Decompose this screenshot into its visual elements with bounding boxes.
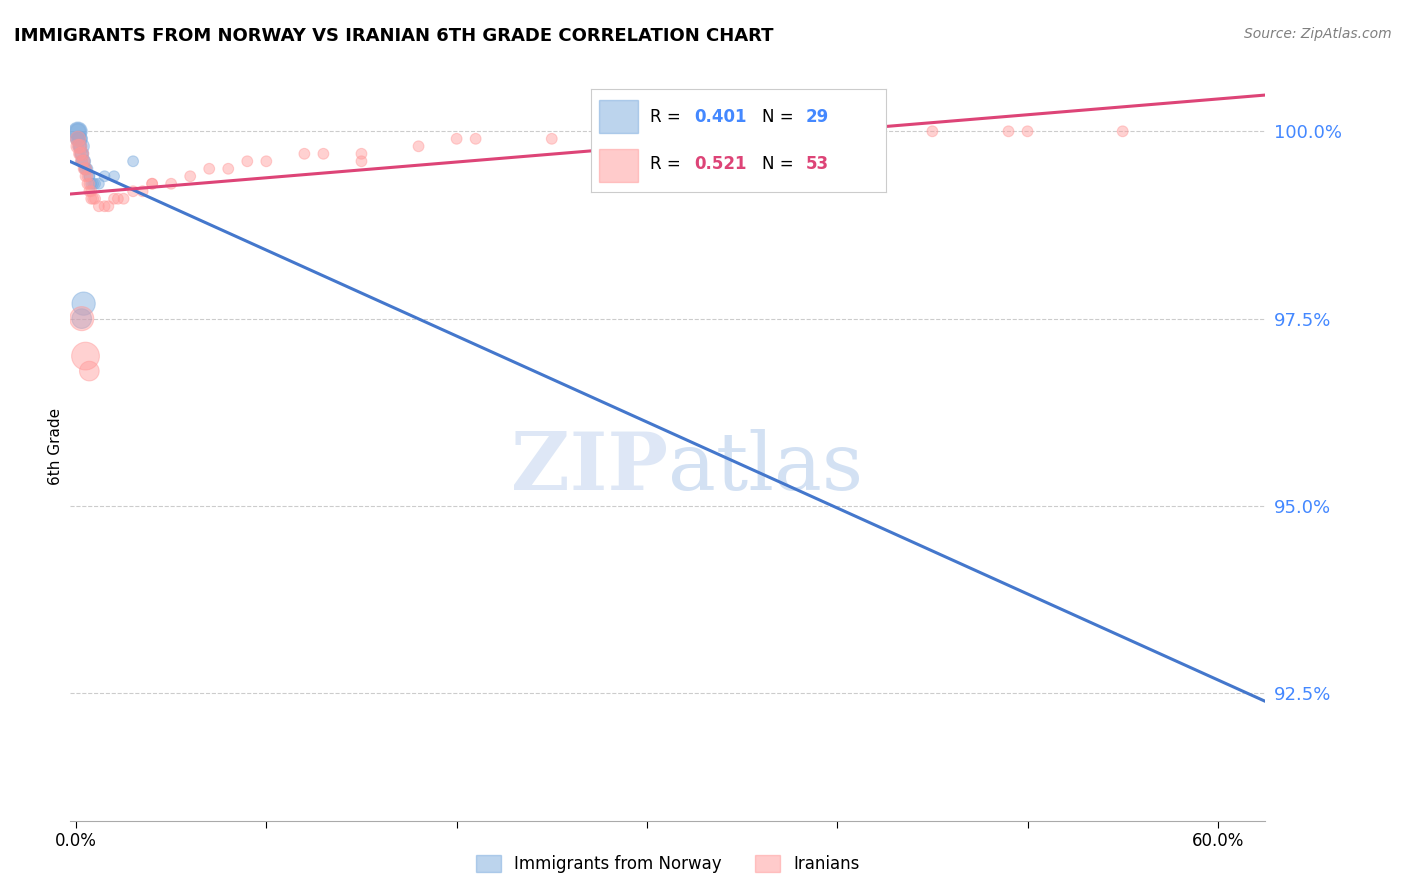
Point [72, 154, 94, 169]
Point [70, 311, 93, 326]
Point [446, 132, 468, 146]
Point [540, 132, 562, 146]
Point [408, 139, 430, 153]
Point [72, 296, 94, 310]
Point [80, 192, 103, 206]
Point [69, 139, 91, 153]
Text: IMMIGRANTS FROM NORWAY VS IRANIAN 6TH GRADE CORRELATION CHART: IMMIGRANTS FROM NORWAY VS IRANIAN 6TH GR… [14, 27, 773, 45]
Point [787, 132, 810, 146]
Point [464, 132, 486, 146]
Point [75, 161, 97, 176]
Point [636, 124, 658, 138]
Point [87, 177, 110, 191]
Point [75, 169, 97, 184]
Point [112, 192, 135, 206]
Point [79, 364, 101, 378]
Point [997, 124, 1019, 138]
Point [70, 146, 93, 161]
Point [75, 161, 97, 176]
Point [84, 177, 107, 191]
Point [79, 169, 101, 184]
Point [66, 124, 89, 138]
Point [131, 184, 153, 198]
Point [82, 177, 104, 191]
Point [70, 139, 93, 153]
Point [103, 192, 125, 206]
Text: 0.401: 0.401 [695, 108, 747, 126]
Point [79, 177, 101, 191]
Point [66, 132, 89, 146]
Point [1111, 124, 1133, 138]
Point [107, 192, 129, 206]
Text: N =: N = [762, 155, 799, 173]
Point [198, 161, 221, 176]
Point [79, 169, 101, 184]
Point [69, 132, 91, 146]
Point [87, 199, 110, 213]
Point [70, 154, 93, 169]
Point [69, 132, 91, 146]
Text: 53: 53 [806, 155, 830, 173]
Point [72, 154, 94, 169]
Point [254, 154, 277, 169]
Point [66, 124, 89, 138]
Point [93, 199, 115, 213]
Text: 0.521: 0.521 [695, 155, 747, 173]
Bar [599, 149, 638, 181]
Point [122, 154, 145, 169]
Point [292, 146, 315, 161]
Point [66, 132, 89, 146]
Point [79, 184, 101, 198]
Point [160, 177, 183, 191]
Point [82, 192, 104, 206]
Point [72, 161, 94, 176]
Point [76, 161, 98, 176]
Point [97, 199, 120, 213]
Point [179, 169, 201, 184]
Point [70, 146, 93, 161]
Point [70, 146, 93, 161]
Text: R =: R = [650, 108, 686, 126]
Point [217, 161, 239, 176]
Point [921, 124, 943, 138]
Point [236, 154, 259, 169]
Point [69, 139, 91, 153]
Point [70, 154, 93, 169]
Point [84, 192, 107, 206]
Point [69, 139, 91, 153]
Point [66, 139, 89, 153]
Point [1017, 124, 1039, 138]
Point [350, 146, 373, 161]
Point [103, 169, 125, 184]
Text: Source: ZipAtlas.com: Source: ZipAtlas.com [1244, 27, 1392, 41]
Text: atlas: atlas [668, 429, 863, 508]
Point [75, 161, 97, 176]
Point [66, 124, 89, 138]
Text: N =: N = [762, 108, 799, 126]
Point [141, 177, 163, 191]
Point [75, 349, 97, 363]
Y-axis label: 6th Grade: 6th Grade [48, 408, 63, 484]
Point [122, 184, 145, 198]
Point [80, 177, 103, 191]
Point [80, 184, 103, 198]
Point [825, 124, 848, 138]
Point [76, 169, 98, 184]
Point [69, 146, 91, 161]
Point [76, 177, 98, 191]
Text: ZIP: ZIP [510, 429, 668, 508]
Text: R =: R = [650, 155, 686, 173]
Point [93, 169, 115, 184]
Point [66, 132, 89, 146]
Point [72, 154, 94, 169]
Point [350, 154, 373, 169]
Bar [599, 101, 638, 133]
Legend: Immigrants from Norway, Iranians: Immigrants from Norway, Iranians [470, 848, 866, 880]
Point [70, 311, 93, 326]
Text: 29: 29 [806, 108, 830, 126]
Point [312, 146, 335, 161]
Point [141, 177, 163, 191]
Point [731, 124, 754, 138]
